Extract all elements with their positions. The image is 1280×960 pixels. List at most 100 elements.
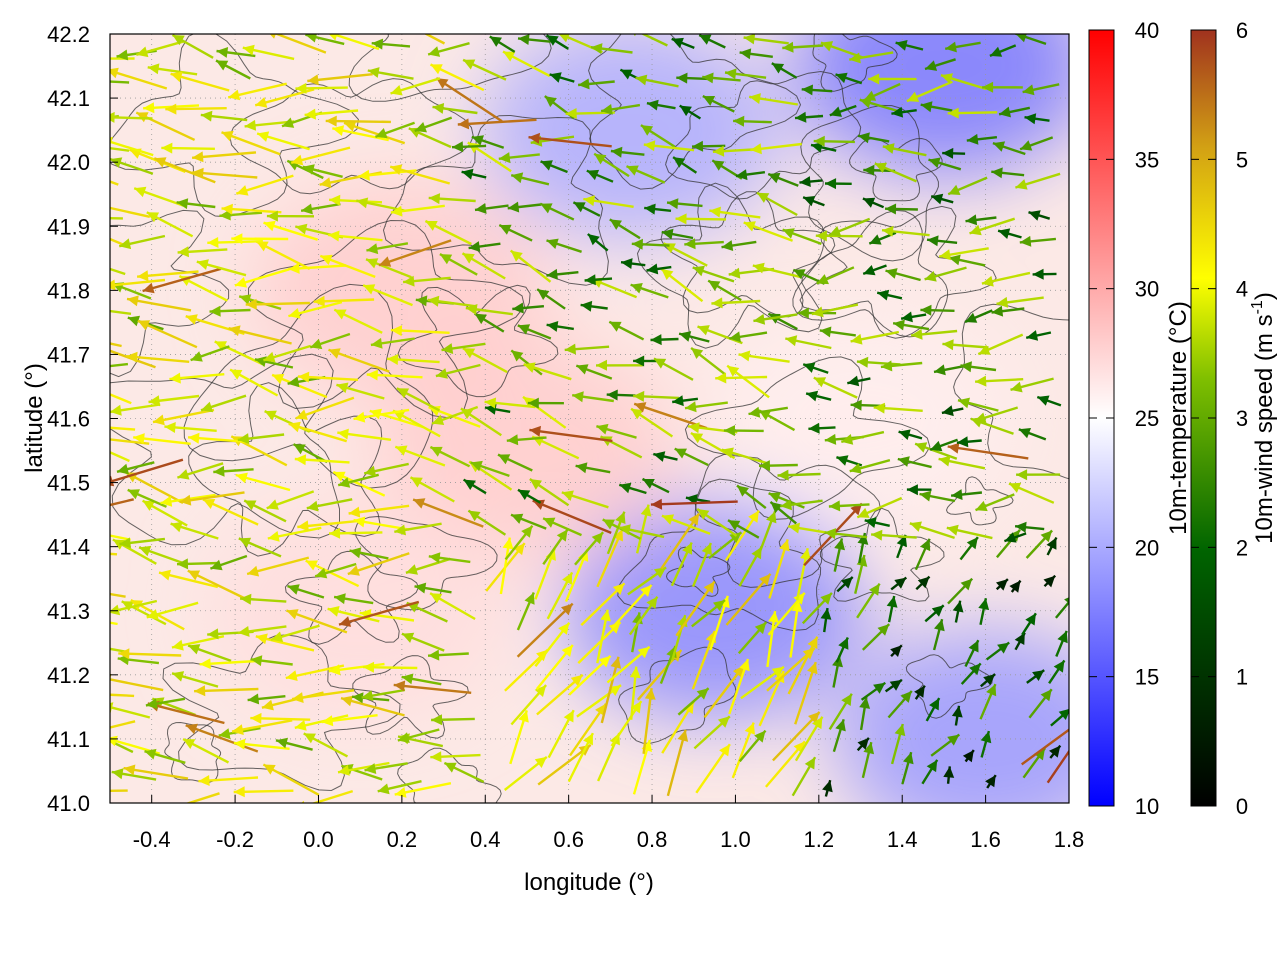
wind-vector (985, 774, 997, 789)
wind-vector (1022, 747, 1046, 779)
wind-vector (542, 528, 569, 565)
contour-line (618, 646, 737, 744)
wind-vector (207, 237, 263, 248)
y-tick-label: 41.8 (47, 278, 90, 303)
wind-vector (991, 167, 1025, 179)
wind-vector (135, 40, 185, 58)
wind-vector (270, 624, 320, 642)
wind-vector (880, 360, 923, 372)
wind-vector (914, 538, 931, 571)
wind-vector (361, 688, 406, 701)
wind-vector (997, 228, 1022, 239)
wind-colorbar-label-end: ) (1251, 292, 1278, 300)
wind-vector (930, 193, 954, 205)
wind-vector (110, 498, 134, 507)
wind-vector (428, 193, 476, 205)
wind-vector (947, 442, 1029, 460)
wind-vector (644, 203, 672, 215)
wind-vector (630, 407, 674, 438)
wind-vector (824, 528, 868, 540)
wind-vector (462, 58, 507, 81)
wind-vector (164, 422, 217, 433)
wind-vector (799, 176, 823, 187)
wind-vector (1009, 579, 1022, 593)
wind-vector (885, 268, 921, 282)
y-tick-label: 41.1 (47, 727, 90, 752)
wind-vector (386, 354, 440, 365)
wind-vector (182, 738, 230, 764)
wind-vector (435, 363, 481, 379)
wind-vector (820, 607, 832, 633)
wind-vector (982, 81, 1023, 93)
wind-vector (110, 426, 136, 431)
wind-vector (394, 522, 442, 536)
wind-vector (528, 132, 612, 148)
wind-vector (290, 146, 351, 166)
x-tick-label: 1.4 (887, 827, 918, 852)
wind-vector (697, 325, 743, 345)
wind-vector (1050, 708, 1069, 727)
wind-vector (978, 597, 990, 626)
wind-vector (794, 111, 824, 123)
wind-vector (930, 733, 961, 757)
wind-vector (269, 34, 327, 54)
wind-vector (221, 203, 282, 215)
y-tick-label: 41.5 (47, 471, 90, 496)
wind-vector (127, 488, 167, 508)
wind-vector (596, 423, 637, 439)
wind-vector (243, 499, 287, 523)
wind-vector (1028, 210, 1051, 221)
wind-vector (192, 167, 258, 179)
wind-vector (231, 233, 289, 245)
wind-vector (810, 142, 837, 153)
wind-vector (176, 558, 220, 570)
wind-vector (743, 34, 789, 45)
wind-vector (884, 203, 918, 215)
wind-vector (110, 393, 132, 405)
colorbar-tick-label: 5 (1236, 147, 1248, 172)
wind-vector (188, 432, 247, 444)
wind-vector (369, 408, 424, 429)
y-tick-label: 42.0 (47, 150, 90, 175)
wind-vector (691, 542, 713, 588)
wind-vector (177, 462, 224, 480)
wind-vector (580, 582, 626, 626)
wind-vector (868, 73, 917, 85)
wind-vector (307, 73, 373, 86)
wind-vector (427, 649, 469, 661)
wind-vector (802, 196, 825, 207)
wind-vector (574, 531, 605, 566)
temperature-colorbar-ticks: 10 15 20 25 30 35 40 (1089, 18, 1159, 819)
wind-vector (262, 763, 320, 796)
wind-vector (110, 111, 153, 123)
wind-vector (302, 164, 343, 178)
wind-vector (938, 455, 986, 470)
wind-vector (390, 204, 445, 217)
wind-vector (187, 644, 232, 663)
wind-vector (1025, 529, 1053, 559)
wind-vector (653, 451, 678, 462)
wind-vector (370, 337, 415, 349)
wind-vector (337, 761, 390, 776)
wind-vector (110, 80, 130, 84)
wind-vector (401, 632, 445, 652)
contour-line (849, 137, 943, 202)
wind-vector (811, 303, 859, 318)
wind-vector (1019, 136, 1054, 151)
wind-vector (247, 693, 286, 705)
wind-vector (981, 271, 1031, 287)
wind-vector (864, 517, 890, 528)
wind-vector (1055, 630, 1068, 657)
wind-vector (288, 300, 343, 319)
wind-vector (1046, 749, 1069, 784)
contour-line (382, 114, 609, 286)
wind-vector (684, 238, 724, 250)
wind-vector (414, 116, 453, 133)
wind-vector (856, 356, 901, 368)
wind-vector (119, 537, 166, 549)
wind-vector (328, 527, 383, 539)
wind-vector (306, 498, 353, 512)
contour-line (188, 382, 383, 557)
wind-vector (285, 609, 348, 634)
y-tick-label: 42.1 (47, 86, 90, 111)
